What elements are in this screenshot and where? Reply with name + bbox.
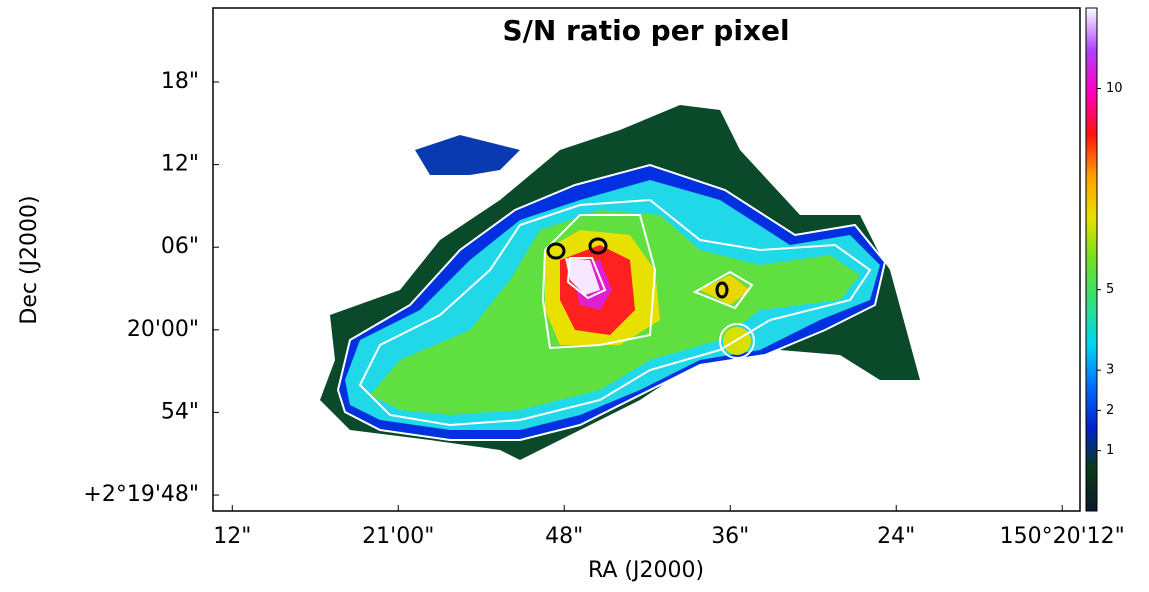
y-tick-label: 20'00"	[127, 317, 199, 342]
y-axis-label: Dec (J2000)	[17, 195, 42, 324]
colorbar-tick-label: 1	[1106, 443, 1114, 458]
emission	[415, 135, 520, 175]
x-tick-label: 48"	[545, 524, 583, 549]
contour	[692, 270, 754, 310]
contour	[566, 257, 607, 300]
contour	[358, 198, 872, 427]
contour	[719, 323, 755, 359]
contour	[588, 237, 608, 255]
x-tick-label: 12"	[213, 524, 251, 549]
colorbar-tick-label: 3	[1106, 363, 1114, 378]
x-tick-label: 24"	[877, 524, 915, 549]
y-tick-label: 06"	[161, 234, 199, 259]
contour	[336, 163, 887, 441]
emission	[700, 275, 750, 305]
colorbar-tick-label: 5	[1106, 282, 1114, 297]
contours	[336, 163, 887, 441]
image	[320, 105, 920, 460]
x-tick-label: 21'00"	[362, 524, 434, 549]
emission	[723, 327, 751, 355]
contour	[541, 214, 657, 350]
y-tick-label: 54"	[161, 399, 199, 424]
colorbar	[1085, 7, 1098, 512]
x-axis-label: RA (J2000)	[588, 558, 704, 583]
y-tick-label: 18"	[161, 69, 199, 94]
y-tick-label: 12"	[161, 152, 199, 177]
chart-title: S/N ratio per pixel	[502, 14, 789, 47]
x-tick-label: 36"	[711, 524, 749, 549]
black-contours	[546, 237, 729, 299]
y-tick-label: +2°19'48"	[83, 482, 199, 507]
contour	[546, 242, 566, 260]
axes-frame	[212, 7, 1081, 512]
x-tick-label: 150°20'12"	[1000, 524, 1125, 549]
contour	[715, 281, 729, 299]
colorbar-tick-label: 2	[1106, 403, 1114, 418]
emission	[565, 258, 600, 295]
colorbar-tick-label: 10	[1106, 81, 1123, 96]
